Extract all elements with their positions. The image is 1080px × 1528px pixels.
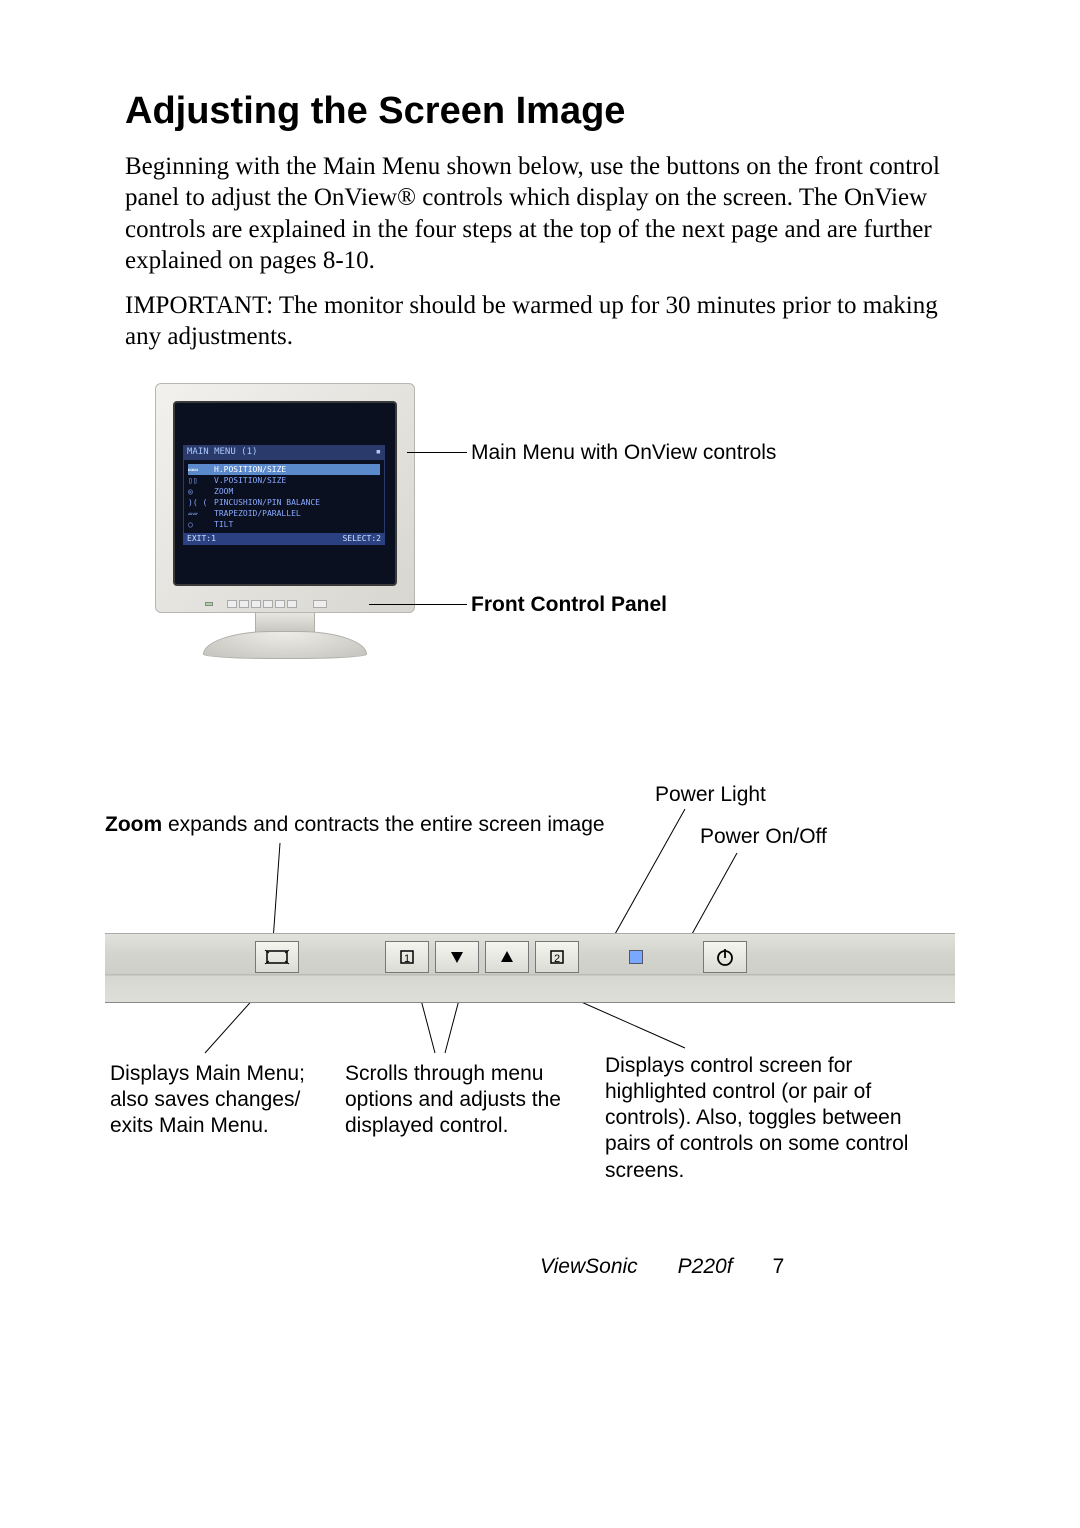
down-button[interactable] bbox=[435, 941, 479, 973]
osd-item: ◎ ZOOM bbox=[188, 486, 380, 497]
osd-titlebar: MAIN MENU (1) ▪ bbox=[183, 445, 385, 459]
osd-menu: ▭▭H.POSITION/SIZE ▯▯V.POSITION/SIZE ◎ ZO… bbox=[183, 459, 385, 535]
menu-button-1[interactable]: 1 bbox=[385, 941, 429, 973]
up-button[interactable] bbox=[485, 941, 529, 973]
monitor-figure: MAIN MENU (1) ▪ ▭▭H.POSITION/SIZE ▯▯V.PO… bbox=[125, 383, 955, 723]
power-light-icon bbox=[629, 950, 643, 964]
osd-item: ▭▭H.POSITION/SIZE bbox=[188, 464, 380, 475]
footer-model: P220f bbox=[678, 1255, 733, 1279]
intro-paragraph: Beginning with the Main Menu shown below… bbox=[125, 151, 955, 276]
led-icon bbox=[205, 602, 213, 606]
zoom-button[interactable] bbox=[255, 941, 299, 973]
monitor-illustration: MAIN MENU (1) ▪ ▭▭H.POSITION/SIZE ▯▯V.PO… bbox=[135, 383, 435, 663]
svg-text:1: 1 bbox=[404, 953, 410, 965]
control-panel-diagram: Zoom expands and contracts the entire sc… bbox=[125, 793, 955, 1253]
osd-footer: EXIT:1 SELECT:2 bbox=[183, 533, 385, 545]
page-heading: Adjusting the Screen Image bbox=[125, 90, 955, 133]
osd-item: ▱▱TRAPEZOID/PARALLEL bbox=[188, 508, 380, 519]
arrows-description: Scrolls through menu options and adjusts… bbox=[345, 1061, 575, 1140]
osd-title-indicator: ▪ bbox=[376, 445, 381, 459]
callout-front-panel: Front Control Panel bbox=[471, 593, 667, 617]
osd-item: )( (PINCUSHION/PIN BALANCE bbox=[188, 497, 380, 508]
osd-item: ▯▯V.POSITION/SIZE bbox=[188, 475, 380, 486]
page-footer: ViewSonic P220f 7 bbox=[540, 1255, 784, 1279]
osd-item: ○ TILT bbox=[188, 519, 380, 530]
footer-brand: ViewSonic bbox=[540, 1255, 638, 1279]
important-note: IMPORTANT: The monitor should be warmed … bbox=[125, 290, 955, 353]
svg-text:2: 2 bbox=[554, 953, 560, 965]
osd-title-text: MAIN MENU (1) bbox=[187, 445, 257, 459]
menu-button-2[interactable]: 2 bbox=[535, 941, 579, 973]
button1-description: Displays Main Menu; also saves changes/ … bbox=[110, 1061, 340, 1140]
footer-page-number: 7 bbox=[773, 1255, 785, 1279]
button2-description: Displays control screen for highlighted … bbox=[605, 1053, 925, 1184]
callout-main-menu: Main Menu with OnView controls bbox=[471, 441, 776, 465]
power-button-icon bbox=[313, 600, 327, 608]
monitor-front-controls bbox=[205, 598, 375, 610]
power-button[interactable] bbox=[703, 941, 747, 973]
